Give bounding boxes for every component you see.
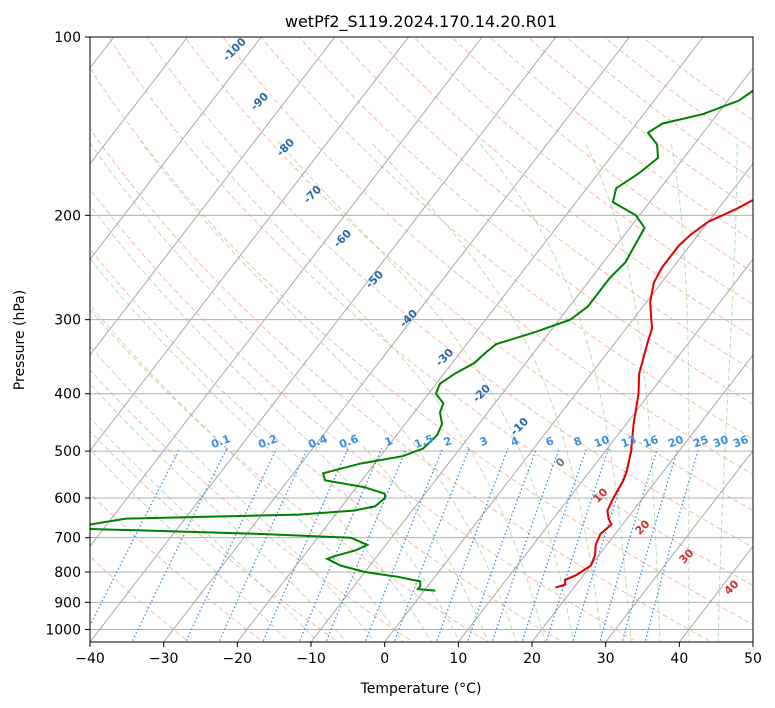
mixing-ratio-label: 2	[442, 434, 454, 449]
mixing-ratio-line	[90, 448, 181, 628]
y-tick-label: 100	[54, 30, 81, 46]
moist-adiabat	[90, 204, 461, 642]
moist-adiabat	[90, 257, 432, 642]
mixing-ratio-line	[131, 448, 228, 642]
mixing-ratio-label: 3	[478, 434, 490, 449]
isotherm	[90, 37, 336, 356]
mixing-ratio-line	[599, 448, 659, 642]
mixing-ratio-line	[393, 448, 470, 642]
mixing-ratio-label: 8	[572, 434, 584, 449]
grid-layer	[90, 37, 753, 642]
mixing-ratio-line	[298, 448, 383, 642]
mixing-ratio-label: 10	[592, 433, 611, 451]
x-tick-label: 40	[670, 651, 688, 667]
temperature-profile-line	[555, 198, 753, 589]
isotherm	[531, 354, 753, 642]
y-axis-label: Pressure (hPa)	[12, 290, 28, 390]
mixing-ratio-line	[491, 448, 560, 642]
x-tick-label: −40	[75, 651, 105, 667]
mixing-ratio-label: 25	[691, 433, 710, 450]
moist-adiabat	[370, 140, 603, 642]
isotherm	[605, 449, 753, 642]
y-tick-label: 400	[54, 387, 81, 403]
y-tick-label: 900	[54, 595, 81, 611]
moist-adiabat	[717, 141, 738, 642]
x-axis-label: Temperature (°C)	[360, 681, 482, 697]
x-tick-label: −20	[223, 651, 253, 667]
isotherm	[90, 37, 262, 261]
mixing-ratio-line	[435, 448, 509, 642]
mixing-ratio-line	[621, 448, 679, 642]
mixing-ratio-line	[262, 448, 349, 642]
mixing-ratio-line	[572, 448, 634, 642]
moist-adiabat	[90, 449, 290, 642]
mixing-ratio-label: 0.1	[209, 432, 232, 451]
chart-title: wetPf2_S119.2024.170.14.20.R01	[285, 12, 557, 32]
dry-adiabat	[336, 37, 753, 371]
mixing-ratio-label: 4	[509, 434, 521, 449]
moist-adiabat	[670, 141, 690, 642]
dry-adiabat	[298, 37, 753, 405]
mixing-ratio-label: 30	[711, 433, 730, 451]
moist-adiabat	[90, 141, 489, 642]
y-tick-label: 200	[54, 208, 81, 224]
dry-adiabat	[146, 37, 753, 549]
isotherm	[457, 258, 753, 642]
dry-adiabat	[184, 37, 753, 512]
x-tick-label: −10	[296, 651, 326, 667]
dry-adiabat	[90, 308, 489, 642]
series-layer	[90, 89, 753, 592]
dry-adiabat	[90, 128, 713, 642]
mixing-ratio-line	[644, 448, 700, 642]
moist-adiabat	[277, 140, 575, 642]
axis-layer: −40 −30 −20 −10 0 10 20 30 40 5010020030040050060…	[45, 30, 762, 667]
mixing-ratio-label: 36	[731, 433, 750, 451]
moist-adiabat	[90, 304, 404, 642]
moist-adiabat	[140, 140, 518, 642]
dry-adiabat	[108, 37, 753, 586]
mixing-ratio-label: 20	[666, 433, 685, 451]
moist-adiabat	[202, 140, 546, 642]
x-tick-label: 30	[597, 651, 615, 667]
moist-adiabat	[90, 382, 347, 642]
mixing-ratio-line	[466, 448, 538, 642]
y-tick-label: 500	[54, 444, 81, 460]
isotherm	[236, 37, 704, 642]
dry-adiabat	[90, 430, 340, 642]
mixing-ratio-label: 6	[544, 434, 556, 449]
y-tick-label: 700	[54, 531, 81, 547]
x-tick-label: 0	[380, 651, 389, 667]
y-tick-label: 1000	[45, 622, 81, 638]
isotherm	[90, 37, 409, 452]
x-tick-label: 20	[523, 651, 541, 667]
mixing-ratio-label: 1.5	[412, 432, 435, 451]
isotherm	[384, 162, 753, 642]
mixing-ratio-label: 0.2	[256, 432, 279, 451]
moist-adiabat	[477, 140, 632, 642]
x-tick-label: 50	[744, 651, 762, 667]
isotherm	[310, 67, 753, 642]
mixing-ratio-label: 0.4	[306, 432, 329, 451]
y-tick-label: 600	[54, 491, 81, 507]
plot-frame	[89, 36, 754, 643]
mixing-ratio-label: 16	[641, 433, 660, 451]
mixing-ratio-line	[545, 448, 610, 642]
x-tick-label: −30	[149, 651, 179, 667]
x-tick-label: 10	[449, 651, 467, 667]
mixing-ratio-line	[521, 448, 588, 642]
moist-adiabat	[584, 141, 661, 642]
isotherm	[90, 37, 188, 165]
isotherm	[90, 37, 483, 548]
mixing-ratio-label: 0.6	[337, 432, 360, 451]
isotherm	[90, 37, 557, 642]
mixing-ratio-label: 13	[619, 433, 638, 450]
mixing-ratio-label: 1	[383, 434, 395, 449]
dewpoint-profile-line	[90, 89, 753, 592]
y-tick-label: 300	[54, 313, 81, 329]
y-tick-label: 800	[54, 565, 81, 581]
moist-adiabat	[90, 345, 376, 642]
isotherm	[163, 37, 630, 642]
